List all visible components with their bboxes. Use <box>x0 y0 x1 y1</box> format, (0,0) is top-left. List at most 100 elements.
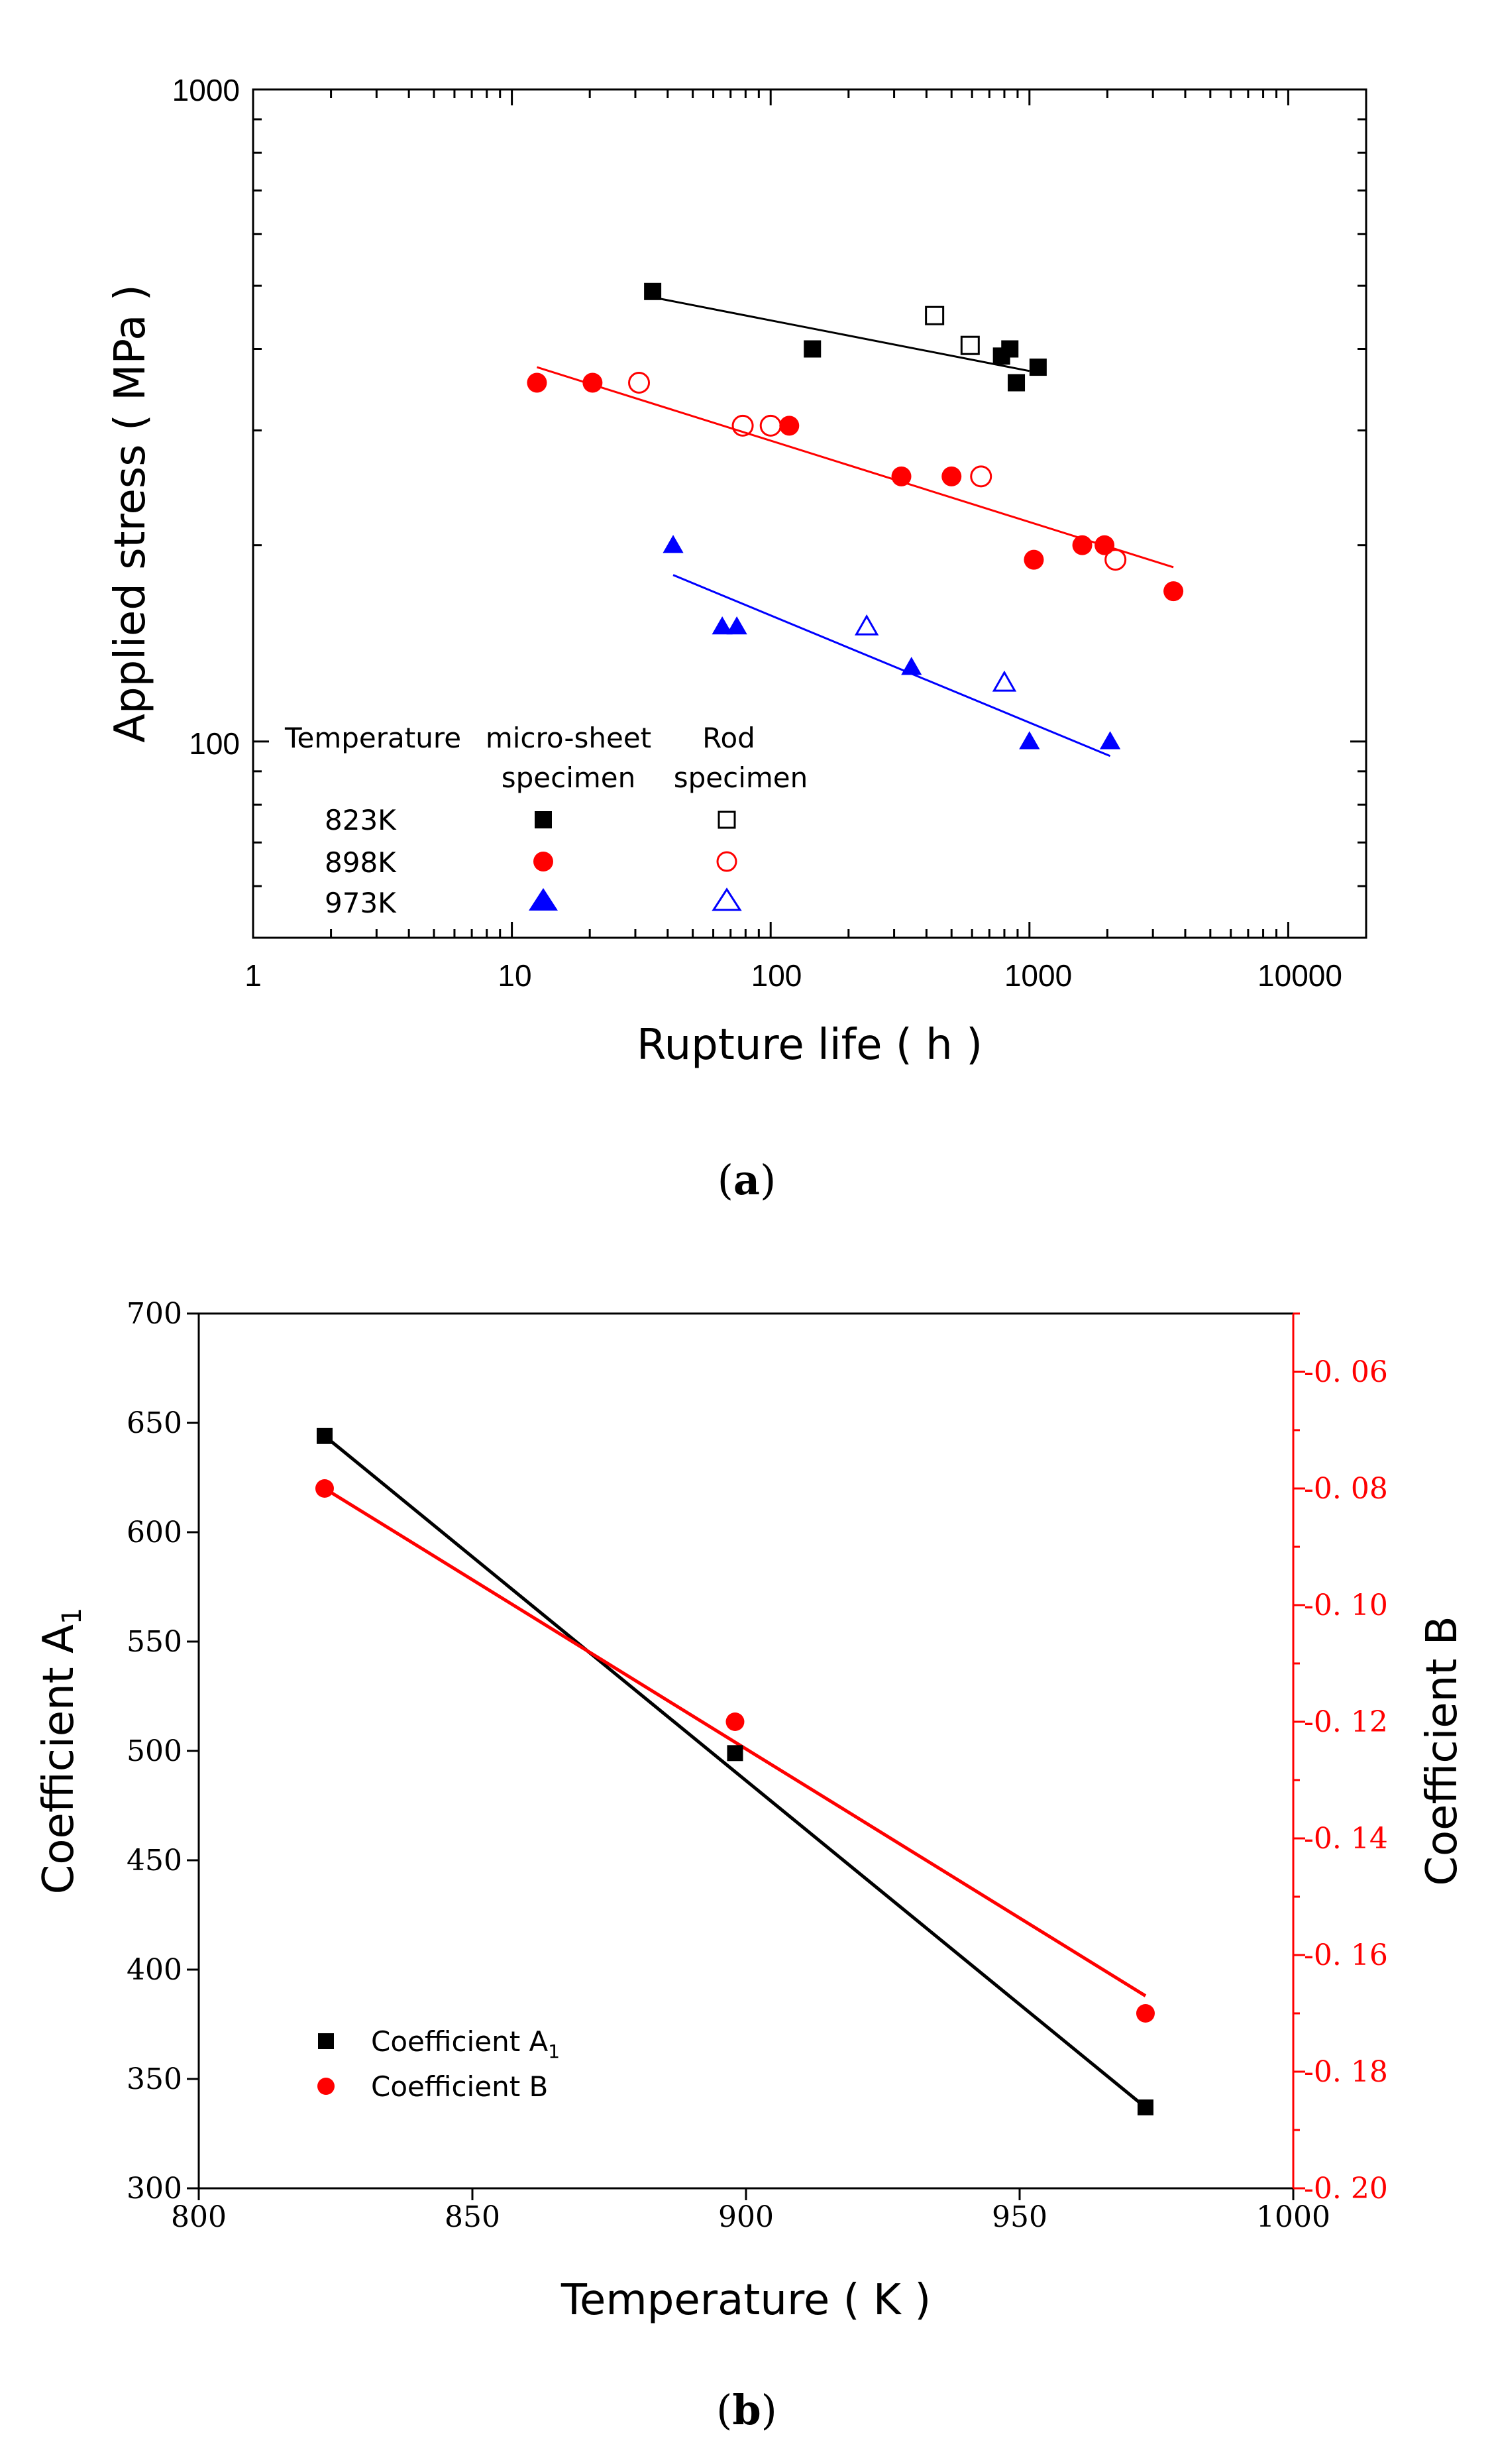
b-r-tick-label-3: -0. 14 <box>1304 1822 1388 1856</box>
svg-text:(b): (b) <box>716 2386 777 2434</box>
panel-a-fit-lines <box>537 296 1174 757</box>
legend-marker-973k-micro <box>529 888 558 911</box>
panel-a-y-tick-labels: 100 1000 <box>172 73 240 761</box>
b-point-s1-0 <box>315 1479 334 1498</box>
b-r-tick-label-5: -0. 10 <box>1304 1589 1388 1622</box>
legend-marker-898k-rod <box>716 851 737 872</box>
b-x-tick-label-950: 950 <box>992 2200 1047 2234</box>
b-r-tick-label-6: -0. 08 <box>1304 1472 1388 1506</box>
a-y-axis-label: Applied stress ( MPa ) <box>106 284 155 742</box>
b-y-tick-label-350: 350 <box>127 2062 182 2096</box>
legend-marker-coefficient-b <box>317 2078 335 2095</box>
a-x-tick-label-10: 10 <box>498 958 531 993</box>
legend-marker-coefficient-a1 <box>318 2033 334 2049</box>
legend-coefficient-a1-text: Coefficient A <box>371 2025 549 2058</box>
b-x-tick-label-1000: 1000 <box>1256 2200 1330 2234</box>
panel-b-x-tick-labels: 800 850 900 950 1000 <box>171 2200 1330 2234</box>
legend-marker-823k-rod <box>718 811 736 829</box>
legend-marker-898k-micro <box>533 852 553 871</box>
panel-b-data-points <box>315 1428 1155 2115</box>
b-y-tick-label-400: 400 <box>127 1953 182 1987</box>
svg-text:Coefficient A1: Coefficient A1 <box>34 1608 87 1895</box>
panel-b-ticks <box>187 1312 1305 2200</box>
a-point-s4-2 <box>726 616 747 635</box>
a-point-s1-0 <box>925 306 945 325</box>
a-point-s4-1 <box>712 616 733 635</box>
legend-marker-823k-micro <box>535 811 552 828</box>
a-point-s3-3 <box>970 465 992 488</box>
b-x-axis-label: Temperature ( K ) <box>560 2276 931 2325</box>
a-point-s2-7 <box>1094 535 1115 555</box>
a-point-s5-1 <box>992 670 1017 692</box>
caption-b-open: ( <box>716 2386 732 2434</box>
a-x-tick-label-10000: 10000 <box>1257 958 1342 993</box>
b-left-axis-label: Coefficient A1 <box>34 1608 87 1895</box>
a-point-s2-5 <box>1024 549 1044 570</box>
a-x-tick-label-100: 100 <box>751 958 802 993</box>
a-point-s4-0 <box>663 535 684 553</box>
panel-a-chart: 1 10 100 1000 10000 100 1000 Rupture lif… <box>106 73 1367 1204</box>
a-fit-line-1 <box>537 366 1174 569</box>
b-y-tick-label-650: 650 <box>127 1406 182 1440</box>
a-point-s2-2 <box>779 416 800 436</box>
panel-a-plot-frame <box>252 88 1367 939</box>
a-point-s3-1 <box>731 414 754 437</box>
a-fit-line-2 <box>672 574 1111 757</box>
legend-header-temperature: Temperature <box>284 722 461 754</box>
caption-b-close: ) <box>761 2386 777 2434</box>
caption-a-letter: a <box>733 1156 760 1204</box>
b-y-tick-label-450: 450 <box>127 1844 182 1877</box>
b-right-axis-label: Coefficient B <box>1418 1616 1467 1885</box>
legend-row-973k: 973K <box>325 887 397 919</box>
a-point-s4-5 <box>1099 731 1121 750</box>
caption-b: (b) <box>716 2386 777 2434</box>
panel-b-left-tick-labels: 300 350 400 450 500 550 600 650 700 <box>127 1297 182 2206</box>
a-y-tick-label-100: 100 <box>189 726 240 761</box>
b-point-s1-1 <box>725 1712 745 1731</box>
b-r-tick-label-7: -0. 06 <box>1304 1355 1388 1389</box>
panel-a-x-tick-labels: 1 10 100 1000 10000 <box>244 958 1342 993</box>
a-point-s2-3 <box>891 466 912 486</box>
b-y-tick-label-700: 700 <box>127 1297 182 1331</box>
panel-a-legend: Temperature micro-sheet specimen Rod spe… <box>284 722 808 919</box>
b-y-tick-label-550: 550 <box>127 1625 182 1659</box>
panel-b-right-tick-labels: -0. 20 -0. 18 -0. 16 -0. 14 -0. 12 -0. 1… <box>1304 1355 1388 2206</box>
panel-b-fit-lines <box>323 1434 1147 2109</box>
a-point-s0-3 <box>1001 340 1019 358</box>
a-x-axis-label: Rupture life ( h ) <box>637 1021 983 1070</box>
legend-header-micro-line2: specimen <box>502 761 636 794</box>
a-point-s2-6 <box>1072 535 1093 555</box>
b-left-axis-label-text: Coefficient A <box>34 1624 83 1894</box>
a-point-s2-0 <box>527 372 547 393</box>
caption-b-letter: b <box>732 2386 761 2434</box>
legend-header-rod-line2: specimen <box>674 761 808 794</box>
a-point-s3-2 <box>759 414 782 437</box>
a-point-s0-1 <box>804 340 822 358</box>
b-point-s0-2 <box>1137 2099 1153 2115</box>
caption-a-open: ( <box>718 1156 733 1204</box>
a-point-s4-4 <box>1019 731 1040 750</box>
a-x-tick-label-1: 1 <box>244 958 262 993</box>
a-point-s3-0 <box>628 372 651 394</box>
b-x-tick-label-850: 850 <box>445 2200 500 2234</box>
a-point-s0-4 <box>1008 374 1026 392</box>
b-r-tick-label-2: -0. 16 <box>1304 1938 1388 1972</box>
a-point-s0-0 <box>644 282 662 300</box>
panel-b-legend: Coefficient A1 Coefficient B <box>317 2025 560 2103</box>
a-y-tick-label-1000: 1000 <box>172 73 240 107</box>
a-point-s0-5 <box>1029 359 1047 376</box>
svg-text:(a): (a) <box>718 1156 776 1204</box>
legend-marker-973k-rod <box>712 887 742 911</box>
legend-row-898k: 898K <box>325 846 397 879</box>
b-point-s0-1 <box>727 1745 743 1762</box>
a-point-s2-4 <box>941 466 962 486</box>
a-x-tick-label-1000: 1000 <box>1004 958 1072 993</box>
b-r-tick-label-1: -0. 18 <box>1304 2055 1388 2089</box>
a-point-s4-3 <box>901 657 922 675</box>
b-x-tick-label-800: 800 <box>171 2200 227 2234</box>
legend-coefficient-b: Coefficient B <box>371 2070 548 2103</box>
a-point-s2-8 <box>1163 581 1184 602</box>
legend-header-rod-line1: Rod <box>702 722 755 754</box>
a-point-s2-1 <box>582 372 603 393</box>
b-r-tick-label-4: -0. 12 <box>1304 1705 1388 1739</box>
